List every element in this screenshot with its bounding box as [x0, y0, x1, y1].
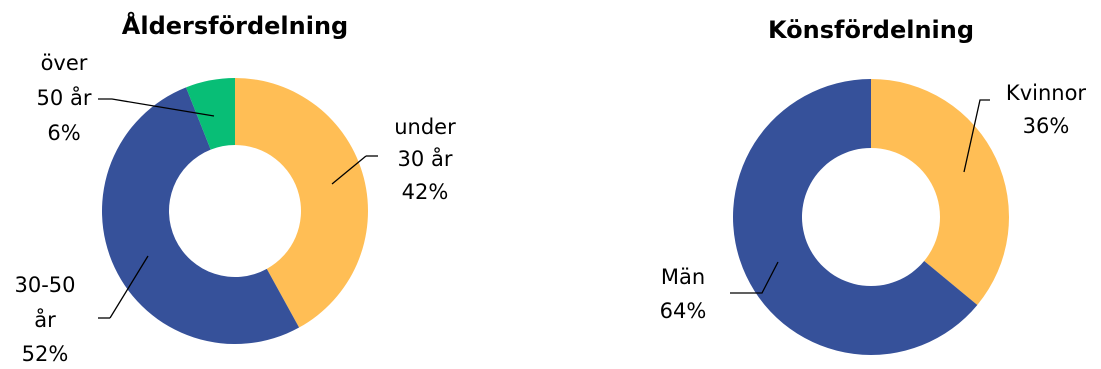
age-slice-label: 50 år [37, 85, 92, 110]
gender-slice-label: Kvinnor [1006, 81, 1087, 105]
gender-donut-chart: Könsfördelning Kvinnor 36% Män 64% [660, 16, 1087, 355]
age-leader-line [331, 155, 367, 185]
gender-slice-label: Män [661, 265, 705, 289]
gender-slice-0 [871, 79, 1009, 305]
age-slice-label: under [394, 115, 456, 139]
gender-slice-percent: 64% [660, 299, 707, 323]
age-leader-line [109, 255, 149, 319]
gender-chart-title: Könsfördelning [768, 16, 974, 44]
age-leader-line [98, 98, 215, 117]
age-slice-percent: 6% [47, 121, 80, 145]
age-slice-percent: 42% [402, 180, 449, 204]
age-donut-chart: Åldersfördelning under 30 år 42% 30-50 å… [14, 11, 456, 366]
age-slice-label: över [41, 51, 88, 75]
age-slice-label: år [34, 307, 56, 332]
gender-leader-line [730, 261, 779, 294]
age-slice-1 [102, 87, 300, 344]
gender-slices [733, 79, 1009, 355]
age-slices [102, 78, 369, 344]
gender-slice-1 [733, 79, 978, 355]
gender-leader-line [963, 99, 990, 173]
gender-slice-percent: 36% [1023, 114, 1070, 138]
age-slice-label: 30-50 [14, 273, 75, 297]
age-slice-0 [235, 78, 369, 328]
age-slice-2 [186, 78, 235, 150]
age-slice-label: 30 år [398, 146, 453, 171]
age-chart-title: Åldersfördelning [122, 11, 348, 40]
age-slice-percent: 52% [22, 342, 69, 366]
